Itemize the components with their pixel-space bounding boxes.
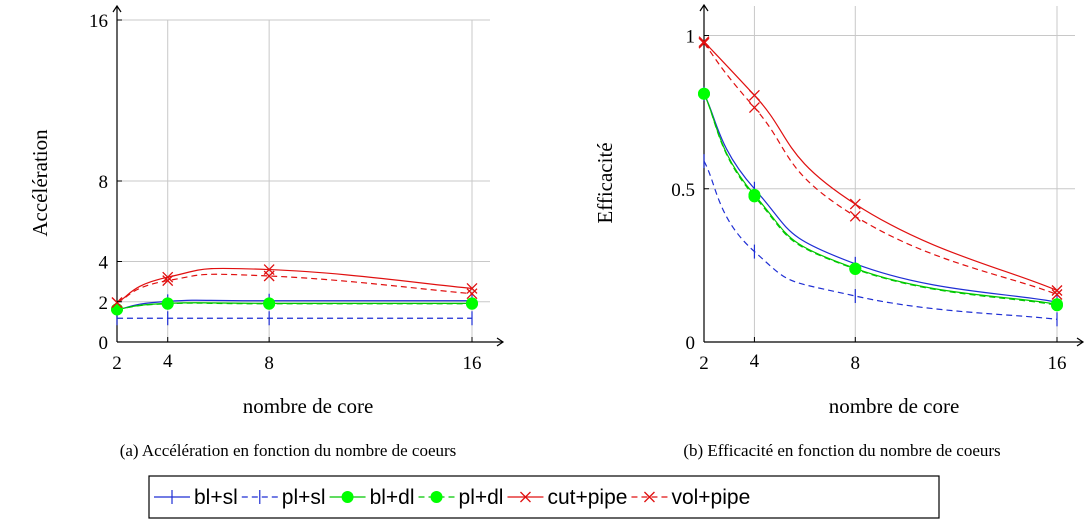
legend-item-pl+dl: pl+dl	[418, 486, 504, 509]
legend-label: vol+pipe	[671, 486, 750, 509]
data-point-pl+dl	[748, 190, 761, 203]
x-tick-label: 4	[163, 351, 173, 372]
data-point-cut+pipe	[748, 89, 760, 101]
data-point-vol+pipe	[466, 288, 478, 300]
y-tick-label: 1	[686, 27, 696, 48]
y-tick-label: 8	[99, 172, 109, 193]
data-point-pl+dl	[263, 297, 276, 310]
legend-label: pl+sl	[282, 486, 326, 509]
chart-efficacite: 2 4 8 16 0 0.5 1 nombre de core Efficacité (b)…	[593, 3, 1085, 460]
legend-item-vol+pipe: vol+pipe	[631, 486, 750, 509]
data-point-pl+dl	[1051, 299, 1063, 312]
data-point-vol+pipe	[263, 270, 275, 282]
legend-marker	[341, 491, 354, 503]
series-line-pl+sl	[703, 160, 1058, 320]
legend-label: pl+dl	[459, 486, 504, 509]
data-point-pl+dl	[466, 297, 478, 310]
chart-caption: (a) Accélération en fonction du nombre d…	[120, 441, 457, 460]
y-axis-arrow	[699, 3, 709, 12]
x-axis-label: nombre de core	[829, 394, 960, 418]
legend-marker	[430, 491, 443, 503]
y-tick-label: 2	[99, 293, 109, 314]
x-tick-label: 2	[699, 353, 709, 374]
y-tick-label: 16	[89, 11, 108, 32]
data-point-pl+dl	[161, 297, 174, 310]
legend-marker	[520, 491, 531, 503]
legend-label: bl+sl	[194, 486, 238, 509]
data-point-cut+pipe	[162, 271, 174, 283]
y-axis-arrow	[112, 4, 122, 13]
data-point-vol+pipe	[698, 37, 710, 49]
data-point-pl+dl	[698, 87, 710, 100]
series-line-bl+dl	[703, 93, 1058, 305]
series-line-bl+sl	[116, 299, 473, 311]
data-point-vol+pipe	[162, 275, 174, 287]
x-axis-label: nombre de core	[243, 394, 374, 418]
series-line-vol+pipe	[116, 273, 473, 304]
y-tick-label: 0.5	[671, 180, 695, 201]
legend-item-bl+sl: bl+sl	[154, 486, 238, 509]
legend-label: bl+dl	[370, 486, 415, 509]
legend-label: cut+pipe	[547, 486, 627, 509]
y-tick-label: 4	[99, 253, 109, 274]
data-point-vol+pipe	[111, 297, 123, 309]
series-line-vol+pipe	[703, 42, 1058, 296]
legend-item-bl+dl: bl+dl	[329, 486, 415, 509]
x-tick-label: 2	[112, 353, 122, 374]
x-tick-label: 16	[1048, 353, 1067, 374]
chart-caption: (b) Efficacité en fonction du nombre de …	[683, 441, 1000, 460]
x-tick-label: 4	[750, 351, 760, 372]
x-tick-label: 8	[264, 353, 274, 374]
series-line-bl+sl	[703, 93, 1058, 303]
y-axis-label: Accélération	[28, 129, 52, 237]
x-axis-arrow	[496, 337, 505, 347]
y-tick-label: 0	[686, 333, 696, 354]
series-line-cut+pipe	[116, 267, 473, 304]
y-tick-label: 0	[99, 333, 109, 354]
data-point-vol+pipe	[1051, 289, 1063, 300]
legend: bl+sl pl+sl bl+dl pl+dl cut+pipe vol+pipe	[148, 475, 940, 519]
data-point-cut+pipe	[849, 198, 861, 210]
x-tick-label: 8	[851, 353, 861, 374]
legend-item-cut+pipe: cut+pipe	[507, 486, 627, 509]
data-point-pl+dl	[111, 303, 123, 316]
series-line-cut+pipe	[703, 41, 1058, 292]
data-point-cut+pipe	[466, 283, 478, 294]
legend-box	[148, 475, 940, 519]
data-point-vol+pipe	[849, 210, 861, 222]
x-axis-arrow	[1076, 337, 1085, 347]
y-axis-label: Efficacité	[593, 142, 617, 223]
series-line-pl+dl	[116, 302, 472, 310]
data-point-pl+dl	[849, 263, 862, 276]
x-tick-label: 16	[463, 353, 482, 374]
data-point-cut+pipe	[698, 36, 710, 48]
legend-item-pl+sl: pl+sl	[241, 486, 326, 509]
legend-marker	[643, 491, 655, 503]
data-point-vol+pipe	[748, 102, 760, 114]
